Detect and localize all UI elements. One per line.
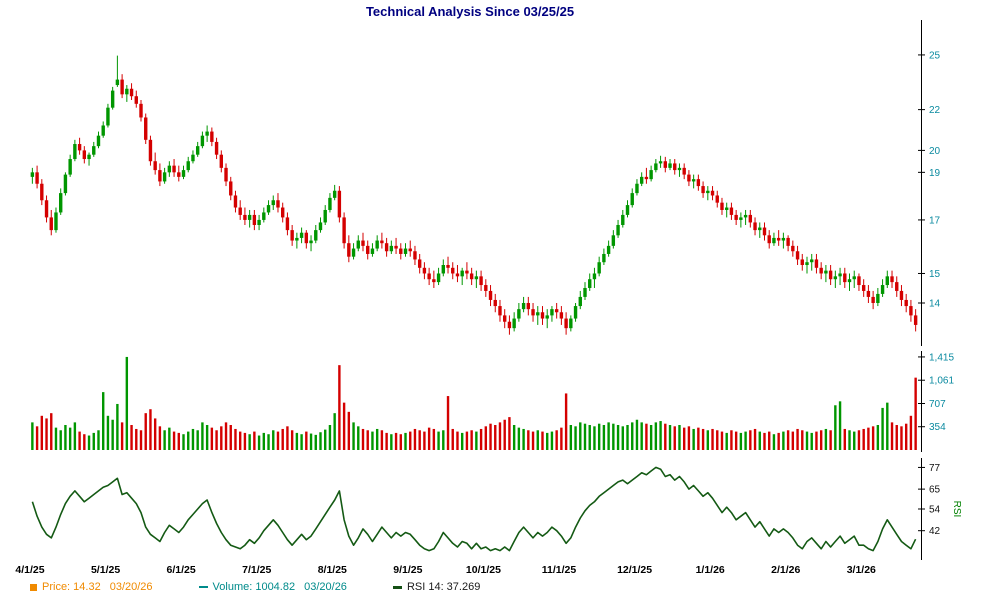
rsi-legend-label: RSI 14: 37.269 [406, 581, 481, 593]
svg-text:20: 20 [929, 146, 941, 157]
svg-text:15: 15 [929, 269, 941, 280]
rsi-legend-item: RSI 14: 37.269 [392, 581, 481, 593]
svg-text:42: 42 [929, 526, 941, 537]
svg-text:65: 65 [929, 485, 941, 496]
svg-text:77: 77 [929, 463, 941, 474]
svg-text:19: 19 [929, 168, 941, 179]
svg-text:22: 22 [929, 105, 941, 116]
svg-text:12/1/25: 12/1/25 [617, 564, 652, 576]
svg-text:7/1/25: 7/1/25 [242, 564, 271, 576]
price-legend-square-icon [30, 583, 37, 591]
price-candles-up [30, 55, 889, 332]
price-legend-date: 03/20/26 [109, 581, 153, 593]
volume-bars [31, 356, 917, 450]
volume-legend-item: Volume: 1004.82 03/20/26 [198, 581, 347, 593]
svg-text:1,415: 1,415 [929, 352, 954, 363]
volume-legend-date: 03/20/26 [304, 581, 347, 593]
rsi-axis-title: RSI [951, 501, 962, 518]
svg-text:17: 17 [929, 215, 941, 226]
volume-axis-labels: 1,415 1,061 707 354 [929, 352, 954, 433]
right-axis-lines [918, 20, 925, 560]
rsi-line [31, 466, 917, 552]
svg-text:5/1/25: 5/1/25 [91, 564, 120, 576]
svg-text:707: 707 [929, 399, 946, 410]
price-legend-item: Price: 14.32 03/20/26 [30, 581, 153, 593]
svg-text:9/1/25: 9/1/25 [393, 564, 422, 576]
price-legend-label: Price: 14.32 [42, 581, 101, 593]
svg-text:25: 25 [929, 50, 941, 61]
svg-text:11/1/25: 11/1/25 [542, 564, 577, 576]
chart-title: Technical Analysis Since 03/25/25 [365, 4, 575, 19]
svg-text:2/1/26: 2/1/26 [771, 564, 800, 576]
volume-legend-label: Volume: 1004.82 [212, 581, 296, 593]
volume-legend-dash-icon [198, 586, 208, 588]
svg-text:3/1/26: 3/1/26 [847, 564, 876, 576]
price-candles-down [35, 74, 918, 335]
chart-legend: Price: 14.32 03/20/26 Volume: 1004.82 03… [30, 581, 480, 593]
svg-text:10/1/25: 10/1/25 [466, 564, 501, 576]
rsi-axis-labels: 77 65 54 42 [929, 463, 941, 537]
price-axis-labels: 25 22 20 19 17 15 14 [929, 50, 941, 309]
svg-text:4/1/25: 4/1/25 [15, 564, 44, 576]
svg-text:1,061: 1,061 [929, 376, 954, 387]
svg-text:14: 14 [929, 298, 941, 309]
svg-text:1/1/26: 1/1/26 [696, 564, 725, 576]
svg-text:54: 54 [929, 505, 941, 516]
x-axis-labels: 4/1/25 5/1/25 6/1/25 7/1/25 8/1/25 9/1/25 10/1… [15, 564, 876, 576]
svg-text:354: 354 [929, 422, 946, 433]
svg-text:8/1/25: 8/1/25 [318, 564, 347, 576]
rsi-legend-dash-icon [392, 585, 402, 589]
svg-text:6/1/25: 6/1/25 [167, 564, 196, 576]
